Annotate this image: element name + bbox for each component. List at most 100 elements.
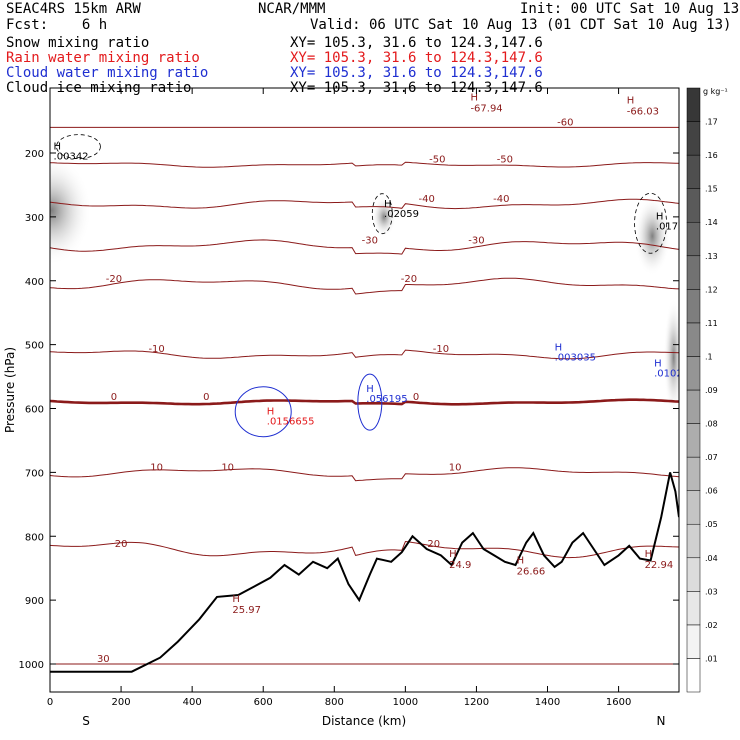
mixing-ratio-shading	[50, 155, 92, 266]
mixing-ratio-max-label: .0102	[654, 369, 683, 380]
mixing-ratio-shading	[663, 297, 679, 418]
temperature-extremum-label: 24.9	[449, 560, 471, 571]
isotherm-label: -50	[429, 154, 445, 165]
field-xy-cloud-water: XY= 105.3, 31.6 to 124.3,147.6	[290, 65, 543, 81]
terrain-line	[50, 472, 679, 673]
isotherm-0	[50, 398, 679, 406]
isotherm--50	[50, 161, 679, 168]
colorbar-tick-label: .13	[705, 252, 718, 261]
isotherm-label: 0	[111, 392, 117, 403]
maximum-marker: H	[384, 199, 392, 210]
isotherm--10	[50, 349, 679, 360]
maximum-marker: H	[654, 359, 662, 370]
colorbar-segment	[686, 423, 701, 458]
y-tick-label: 500	[25, 341, 44, 352]
colorbar-segment	[686, 289, 701, 324]
field-label-cloud-water: Cloud water mixing ratio	[6, 65, 209, 81]
valid-time: Valid: 06 UTC Sat 10 Aug 13 (01 CDT Sat …	[310, 17, 732, 33]
temperature-extremum-label: 22.94	[645, 560, 674, 571]
mixing-ratio-max-label: .00342	[54, 151, 89, 162]
isotherm-label: 10	[150, 462, 163, 473]
y-tick-label: 1000	[19, 660, 44, 671]
maximum-marker: H	[267, 406, 275, 417]
y-tick-label: 300	[25, 213, 44, 224]
forecast-hour: Fcst: 6 h	[6, 17, 108, 33]
colorbar-tick-label: .1	[705, 352, 713, 361]
x-tick-label: 1200	[464, 697, 489, 708]
mixing-ratio-max-label: .003035	[555, 353, 596, 364]
cloud-water-contour	[234, 386, 292, 438]
colorbar-unit: g kg⁻¹	[703, 87, 728, 96]
maximum-marker: H	[555, 343, 563, 354]
colorbar-segment	[686, 557, 701, 592]
isotherm-label: 20	[115, 539, 128, 550]
extremum-marker: H	[517, 556, 525, 567]
isotherm-label: -30	[362, 236, 378, 247]
temperature-extremum-label: -67.94	[470, 103, 502, 114]
x-tick-label: 1600	[606, 697, 631, 708]
colorbar-segment	[686, 658, 701, 693]
isotherm-label: 30	[97, 654, 110, 665]
extremum-marker: H	[449, 549, 457, 560]
colorbar-tick-label: .02	[705, 621, 718, 630]
plot-frame	[49, 87, 680, 693]
colorbar-segment	[686, 490, 701, 525]
isotherm-label: 10	[449, 462, 462, 473]
maximum-marker: H	[366, 384, 374, 395]
x-tick-label: 1000	[393, 697, 418, 708]
x-tick-label: 1400	[535, 697, 560, 708]
colorbar-tick-label: .04	[705, 554, 718, 563]
isotherm-label: 10	[221, 462, 234, 473]
colorbar-tick-label: .08	[705, 420, 718, 429]
isotherm-label: 0	[203, 392, 209, 403]
x-tick-label: 800	[325, 697, 344, 708]
isotherm-label: 20	[427, 539, 440, 550]
isotherm-20	[50, 540, 679, 559]
colorbar-segment	[686, 523, 701, 559]
colorbar-tick-label: .09	[705, 386, 718, 395]
colorbar-segment	[686, 221, 701, 257]
y-tick-label: 200	[25, 149, 44, 160]
isotherm--30	[50, 239, 679, 255]
isotherm-label: -20	[401, 274, 417, 285]
colorbar-segment	[686, 389, 701, 424]
temperature-extremum-label: 25.97	[232, 605, 261, 616]
mixing-ratio-max-label: .017	[656, 222, 678, 233]
colorbar-segment	[686, 624, 701, 659]
colorbar-segment	[686, 188, 701, 223]
mixing-ratio-max-label: .056195	[366, 394, 407, 405]
mixing-ratio-max-label: .02059	[384, 209, 419, 220]
colorbar-tick-label: .01	[705, 654, 718, 663]
colorbar-segment	[686, 356, 701, 391]
y-tick-label: 400	[25, 277, 44, 288]
colorbar-tick-label: .14	[705, 218, 718, 227]
isotherm-label: -30	[468, 236, 484, 247]
isotherm--40	[50, 198, 679, 210]
maximum-marker: H	[54, 141, 62, 152]
colorbar-tick-label: .16	[705, 151, 718, 160]
x-tick-label: 200	[112, 697, 131, 708]
x-tick-label: 0	[47, 697, 53, 708]
isotherm-10	[50, 467, 679, 482]
init-time: Init: 00 UTC Sat 10 Aug 13	[520, 1, 740, 17]
y-tick-label: 600	[25, 405, 44, 416]
y-tick-label: 700	[25, 468, 44, 479]
x-axis-label: Distance (km)	[322, 714, 406, 728]
cloud-ice-contour	[371, 193, 393, 235]
maximum-marker: H	[656, 212, 664, 223]
colorbar-tick-label: .12	[705, 285, 718, 294]
colorbar-segment	[686, 121, 701, 156]
colorbar-tick-label: .17	[705, 118, 718, 127]
model-title: SEAC4RS 15km ARW	[6, 1, 141, 17]
y-tick-label: 900	[25, 596, 44, 607]
extremum-marker: H	[645, 549, 653, 560]
cloud-ice-contour	[56, 134, 101, 160]
isotherm--20	[50, 277, 679, 295]
colorbar-tick-label: .06	[705, 487, 718, 496]
x-tick-label: 400	[183, 697, 202, 708]
x-tick-label: 600	[254, 697, 273, 708]
field-label-snow: Snow mixing ratio	[6, 35, 150, 51]
field-label-rain: Rain water mixing ratio	[6, 50, 200, 66]
colorbar-segment	[686, 255, 701, 290]
